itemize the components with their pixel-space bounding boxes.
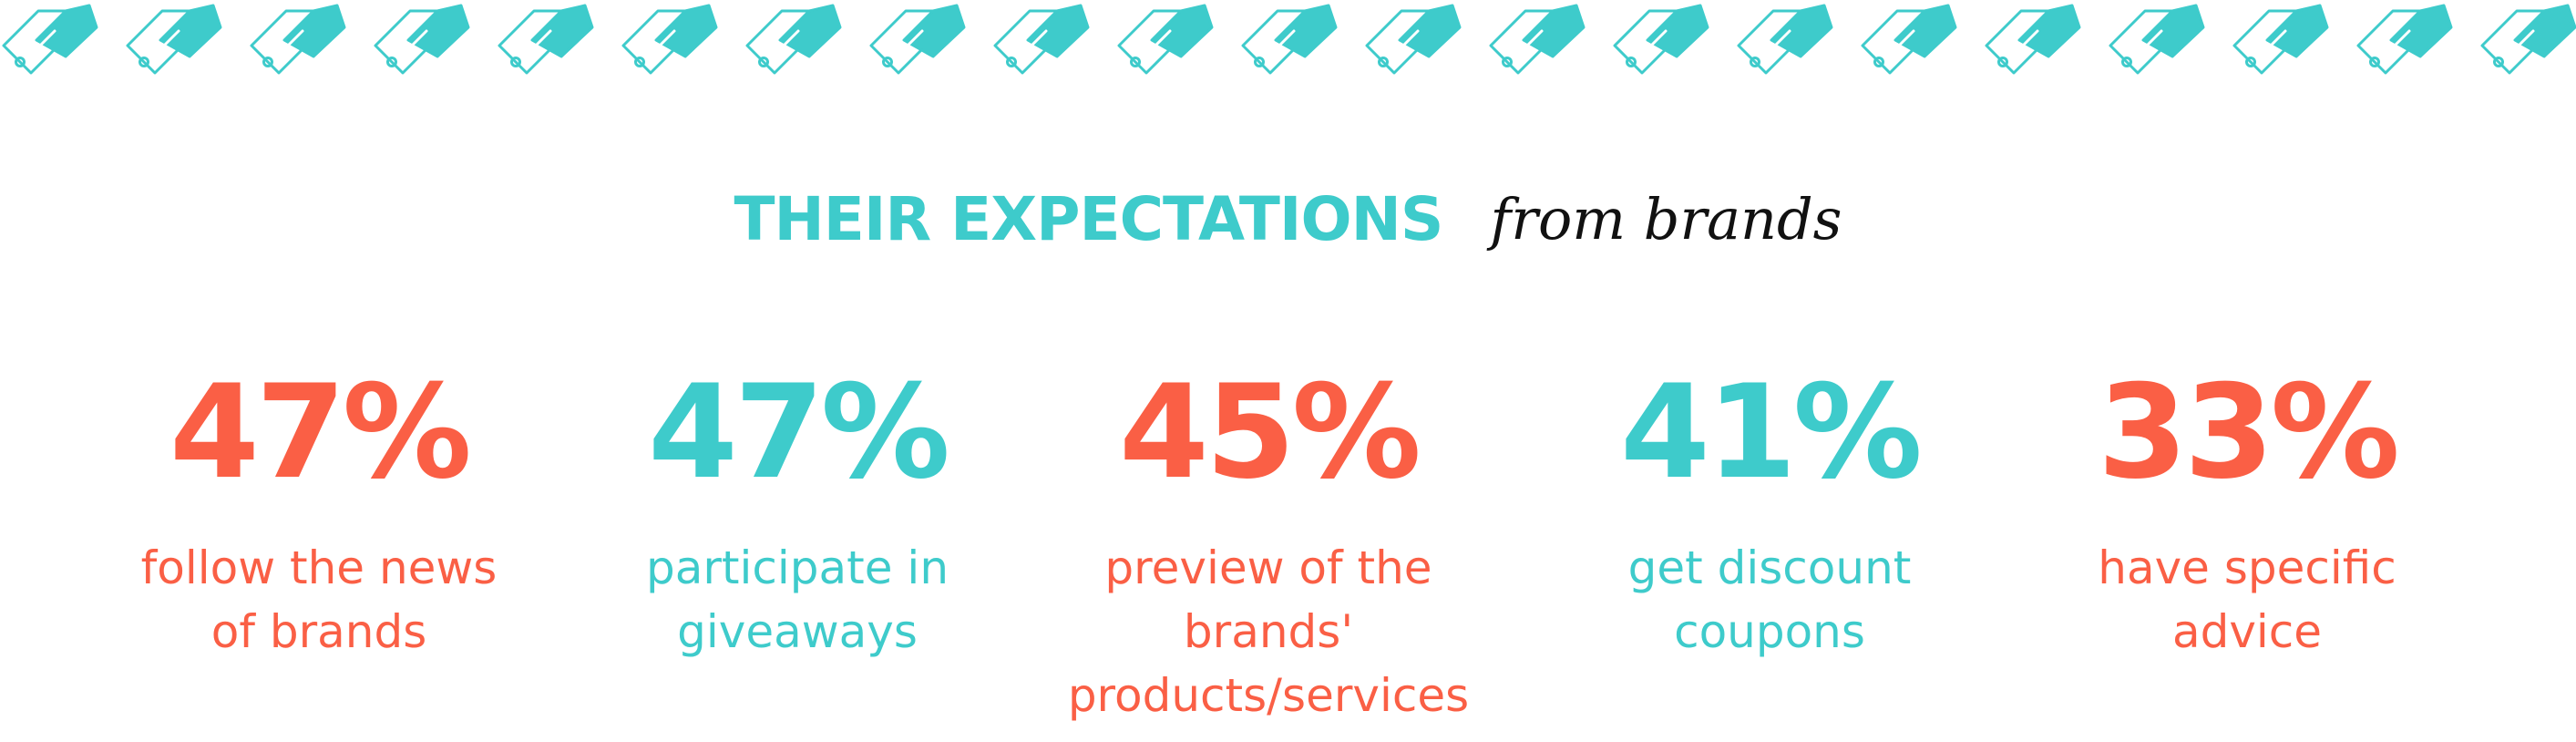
- stat-discount-coupons: 41% get discount coupons: [1542, 365, 1997, 664]
- stat-label: get discount coupons: [1627, 541, 1912, 658]
- stat-label: follow the news of brands: [140, 541, 498, 658]
- stat-value: 47%: [648, 365, 950, 508]
- stat-value: 33%: [2098, 365, 2400, 508]
- price-tag-icon: [621, 4, 718, 75]
- price-tag-icon: [126, 4, 222, 75]
- stat-label: have specific advice: [2098, 541, 2396, 658]
- price-tag-icon: [993, 4, 1090, 75]
- page-title: THEIR EXPECTATIONS: [734, 183, 1443, 254]
- price-tag-icon: [1241, 4, 1338, 75]
- price-tag-icon: [1365, 4, 1462, 75]
- price-tag-strip: [2, 4, 2576, 75]
- price-tag-icon: [1489, 4, 1586, 75]
- price-tag-icon: [1861, 4, 1957, 75]
- price-tag-icon: [250, 4, 346, 75]
- stat-giveaways: 47% participate in giveaways: [570, 365, 1025, 664]
- price-tag-icon: [1737, 4, 1833, 75]
- price-tag-icon: [374, 4, 470, 75]
- price-tag-icon: [1117, 4, 1214, 75]
- stat-follow-news: 47% follow the news of brands: [91, 365, 547, 664]
- stat-label: participate in giveaways: [645, 541, 949, 658]
- price-tag-icon: [2, 4, 98, 75]
- stats-row: 47% follow the news of brands 47% partic…: [0, 365, 2576, 742]
- price-tag-icon: [2356, 4, 2453, 75]
- stat-value: 45%: [1119, 365, 1421, 508]
- price-tag-icon: [2109, 4, 2205, 75]
- price-tag-icon: [1613, 4, 1709, 75]
- price-tag-icon: [498, 4, 594, 75]
- price-tag-icon: [2232, 4, 2329, 75]
- stat-value: 47%: [169, 365, 472, 508]
- price-tag-icon: [745, 4, 842, 75]
- stat-label: preview of the brands' products/services: [1067, 541, 1470, 722]
- price-tag-icon: [2480, 4, 2576, 75]
- stat-preview: 45% preview of the brands' products/serv…: [1041, 365, 1496, 727]
- page-subtitle: from brands: [1490, 185, 1842, 252]
- header: THEIR EXPECTATIONS from brands: [0, 164, 2576, 273]
- stat-specific-advice: 33% have specific advice: [2019, 365, 2475, 664]
- price-tag-icon: [869, 4, 966, 75]
- stat-value: 41%: [1620, 365, 1923, 508]
- price-tag-icon: [1985, 4, 2081, 75]
